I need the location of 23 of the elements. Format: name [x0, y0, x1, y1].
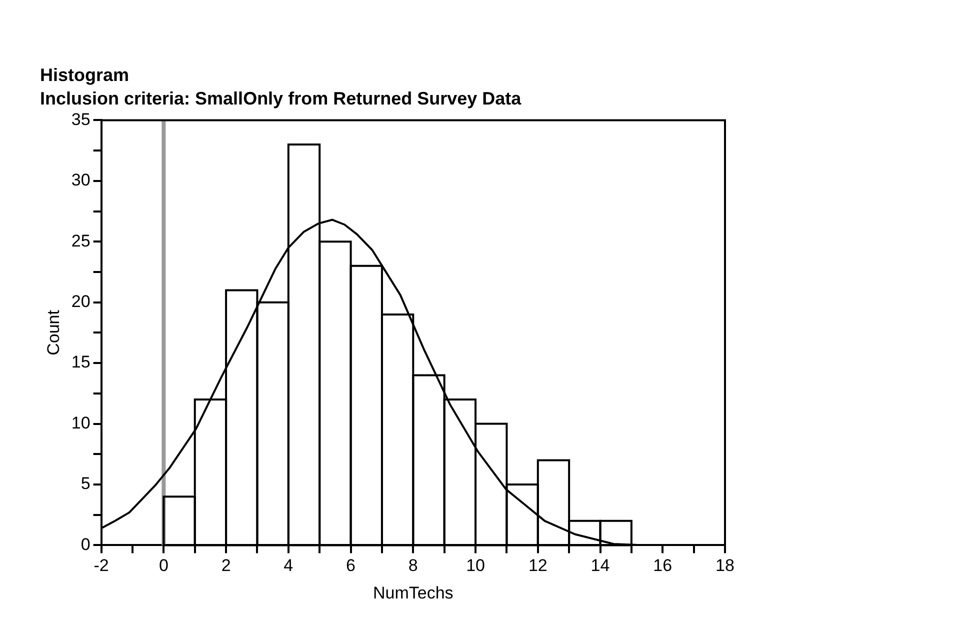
x-tick-label: 4: [284, 556, 294, 576]
y-tick-label: 20: [71, 292, 90, 312]
x-tick-label: 14: [590, 556, 610, 576]
x-tick-label: 10: [466, 556, 485, 576]
x-axis-title: NumTechs: [373, 583, 454, 602]
x-tick-label: 18: [716, 556, 734, 576]
y-tick-label: 5: [80, 474, 90, 494]
x-tick-label: 12: [528, 556, 548, 576]
y-tick-label: 30: [71, 170, 90, 190]
x-tick-label: 16: [653, 556, 672, 576]
y-tick-label: 10: [71, 413, 90, 432]
y-axis-title: Count: [44, 310, 63, 356]
x-tick-label: 8: [408, 556, 418, 576]
y-tick-label: 15: [71, 352, 90, 372]
x-tick-label: 0: [158, 556, 168, 576]
x-tick-label: -2: [94, 556, 109, 576]
chart-subtitle: Inclusion criteria: SmallOnly from Returned Survey Data: [40, 88, 522, 108]
chart-title: Histogram: [40, 64, 130, 85]
x-tick-label: 6: [346, 556, 356, 576]
y-tick-label: 35: [71, 110, 90, 129]
y-tick-label: 25: [71, 231, 90, 250]
y-tick-label: 0: [80, 534, 90, 554]
x-tick-label: 2: [221, 556, 231, 576]
